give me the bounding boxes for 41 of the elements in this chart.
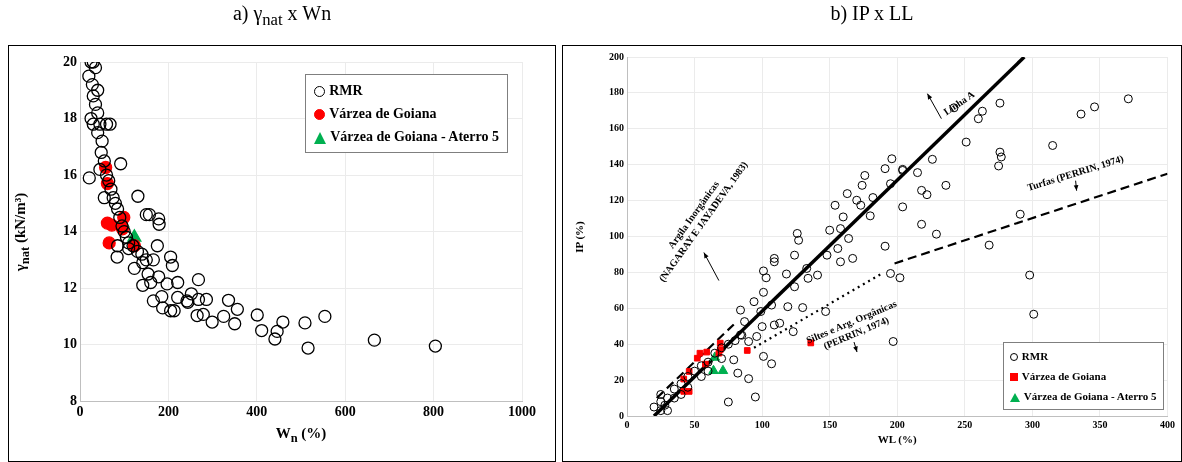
y-tick-label: 14 [63,223,77,239]
x-tick-label: 50 [689,418,700,430]
legend-label: RMR [1021,350,1049,362]
y-tick-label: 120 [609,194,624,206]
y-tick-label: 16 [63,166,77,182]
x-tick-label: 600 [334,404,356,420]
y-tick-label: 12 [63,279,77,295]
y-tick-label: 40 [614,337,624,349]
y-tick-label: 8 [70,392,77,408]
x-tick-label: 100 [754,418,770,430]
y-tick-label: 60 [614,301,624,313]
y-tick-label: 20 [63,53,77,69]
legend-label: Várzea de Goiana [329,106,437,121]
legend-label: Várzea de Goiana - Aterro 5 [330,129,499,144]
x-tick-label: 1000 [508,404,536,420]
x-tick-label: 200 [889,418,905,430]
x-tick-label: 200 [157,404,179,420]
legend-label: Várzea de Goiana - Aterro 5 [1023,390,1157,402]
y-tick-label: 140 [609,158,624,170]
y-tick-label: 20 [614,373,624,385]
y-tick-label: 180 [609,86,624,98]
y-tick-label: 100 [609,230,624,242]
chart-title: b) IP x LL [829,2,915,25]
x-tick-label: 250 [957,418,973,430]
legend-label: RMR [329,83,363,98]
x-axis-title: W$_{n}$ (%) [274,425,328,447]
x-tick-label: 150 [822,418,838,430]
y-tick-label: 10 [63,336,77,352]
x-tick-label: 400 [246,404,268,420]
y-tick-label: 18 [63,110,77,126]
y-axis-title: IP (%) [573,220,585,253]
x-tick-label: 400 [1160,418,1175,430]
x-tick-label: 300 [1024,418,1040,430]
chart-title: a) γ$_{nat}$ x Wn [231,2,333,30]
y-tick-label: 200 [609,50,624,62]
legend-label: Várzea de Goiana [1021,370,1107,382]
x-tick-label: 350 [1092,418,1108,430]
y-tick-label: 160 [609,122,624,134]
x-tick-label: 800 [423,404,445,420]
x-axis-title: WL (%) [876,433,918,445]
y-tick-label: 80 [614,265,624,277]
